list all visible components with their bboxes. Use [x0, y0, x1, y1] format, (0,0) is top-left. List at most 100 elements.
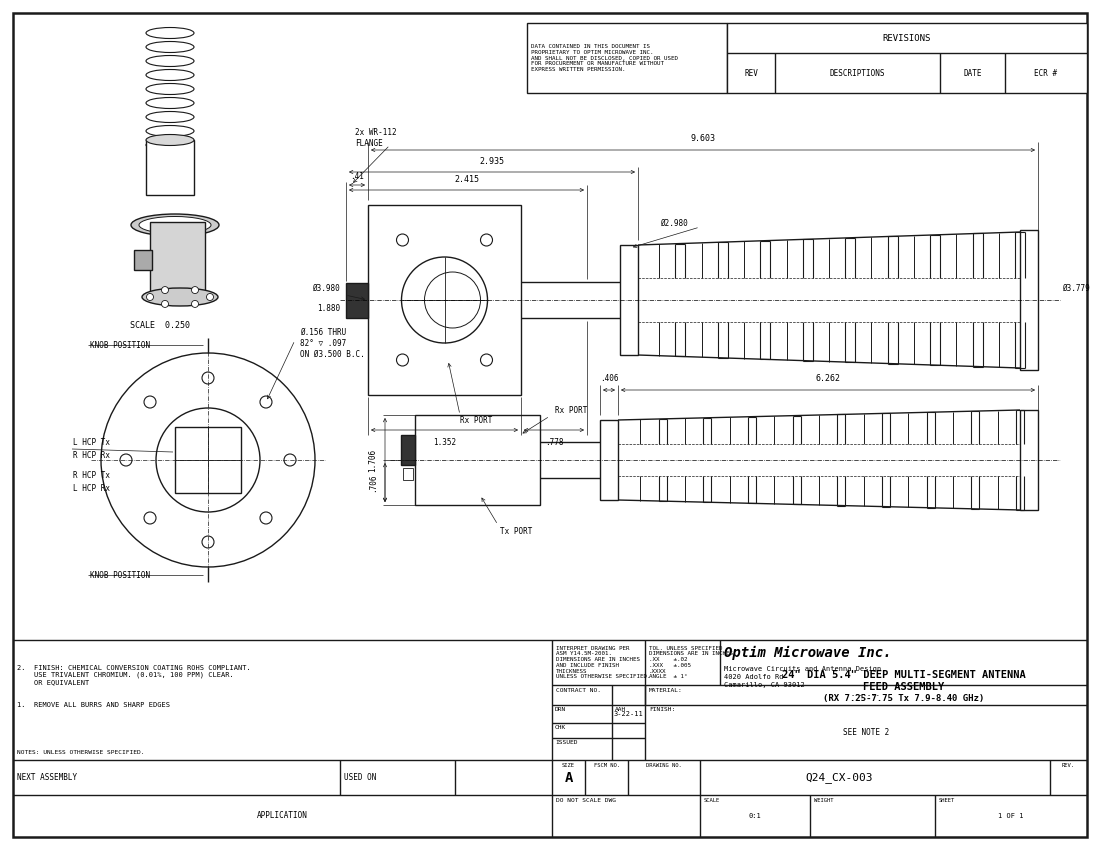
Circle shape [202, 536, 215, 548]
Text: Camarillo, CA 93012: Camarillo, CA 93012 [724, 682, 805, 688]
Ellipse shape [146, 111, 194, 122]
Text: 82° ▽ .097: 82° ▽ .097 [300, 338, 346, 348]
Circle shape [146, 293, 154, 301]
Bar [620, 245, 638, 355]
Circle shape [396, 234, 408, 246]
Text: Ø3.980: Ø3.980 [312, 284, 340, 292]
Text: SCALE: SCALE [704, 798, 720, 803]
Circle shape [156, 408, 260, 512]
Text: 2x WR-112: 2x WR-112 [355, 128, 397, 137]
Ellipse shape [146, 27, 194, 38]
Ellipse shape [146, 134, 194, 145]
Text: ON Ø3.500 B.C.: ON Ø3.500 B.C. [300, 349, 365, 359]
Text: KNOB POSITION: KNOB POSITION [90, 570, 150, 580]
Text: KNOB POSITION: KNOB POSITION [90, 341, 150, 349]
Text: 2.935: 2.935 [480, 156, 505, 166]
Text: DESCRIPTIONS: DESCRIPTIONS [829, 69, 886, 77]
Text: 1.352: 1.352 [433, 438, 456, 446]
Text: -------: ------- [851, 692, 881, 698]
Ellipse shape [146, 55, 194, 66]
Text: APPLICATION: APPLICATION [257, 812, 308, 820]
Circle shape [162, 300, 168, 308]
Text: INTERPRET DRAWING PER
ASM Y14.5M-2001.
DIMENSIONS ARE IN INCHES
AND INCLUDE FINI: INTERPRET DRAWING PER ASM Y14.5M-2001. D… [556, 645, 650, 679]
Text: Ø.156 THRU: Ø.156 THRU [300, 327, 346, 337]
Circle shape [402, 257, 487, 343]
Text: DATA CONTAINED IN THIS DOCUMENT IS
PROPRIETARY TO OPTIM MICROWAVE INC.
AND SHALL: DATA CONTAINED IN THIS DOCUMENT IS PROPR… [531, 44, 678, 72]
Bar [727, 23, 1087, 93]
Bar [146, 140, 194, 195]
Text: CONTRACT NO.: CONTRACT NO. [556, 688, 601, 693]
Ellipse shape [146, 126, 194, 137]
Text: Rx PORT: Rx PORT [460, 416, 493, 424]
Circle shape [144, 396, 156, 408]
Ellipse shape [146, 42, 194, 53]
Ellipse shape [146, 70, 194, 81]
Circle shape [191, 300, 198, 308]
Bar [150, 222, 205, 292]
Text: 4020 Adolfo Rd: 4020 Adolfo Rd [724, 674, 783, 680]
Text: SHEET: SHEET [939, 798, 955, 803]
Text: 0:1: 0:1 [749, 813, 761, 819]
Circle shape [260, 512, 272, 524]
Text: 1 OF 1: 1 OF 1 [999, 813, 1024, 819]
Bar [346, 282, 368, 318]
Text: USED ON: USED ON [344, 774, 376, 783]
Text: Tx PORT: Tx PORT [500, 528, 532, 536]
Circle shape [260, 396, 272, 408]
Text: REV.: REV. [1062, 763, 1075, 768]
Text: DATE: DATE [964, 69, 981, 77]
Text: Ø2.980: Ø2.980 [660, 218, 688, 228]
Text: FEED ASSEMBLY: FEED ASSEMBLY [862, 682, 944, 692]
Text: TOL. UNLESS SPECIFIED
DIMENSIONS ARE IN INCHES.
.XX    ±.02
.XXX   ±.005
.XXXX
A: TOL. UNLESS SPECIFIED DIMENSIONS ARE IN … [649, 645, 737, 679]
Ellipse shape [131, 214, 219, 236]
Text: FLANGE: FLANGE [355, 139, 383, 148]
Ellipse shape [146, 83, 194, 94]
Bar [527, 23, 727, 93]
Text: CHK: CHK [556, 725, 566, 730]
Text: WEIGHT: WEIGHT [814, 798, 834, 803]
Text: DRAWING NO.: DRAWING NO. [646, 763, 682, 768]
Text: .41: .41 [350, 172, 364, 180]
Text: DO NOT SCALE DWG: DO NOT SCALE DWG [556, 798, 616, 803]
Text: SEE NOTE 2: SEE NOTE 2 [843, 728, 889, 737]
Text: 1.706: 1.706 [368, 449, 377, 472]
Text: DRN: DRN [556, 707, 566, 712]
Circle shape [207, 293, 213, 301]
Text: 2.  FINISH: CHEMICAL CONVERSION COATING ROHS COMPLIANT.
    USE TRIVALENT CHROMI: 2. FINISH: CHEMICAL CONVERSION COATING R… [16, 665, 251, 685]
Ellipse shape [146, 98, 194, 109]
Text: REV: REV [744, 69, 758, 77]
Text: SCALE  0.250: SCALE 0.250 [130, 320, 190, 330]
Bar [175, 427, 241, 493]
Text: 1.  REMOVE ALL BURRS AND SHARP EDGES: 1. REMOVE ALL BURRS AND SHARP EDGES [16, 702, 171, 708]
Text: NEXT ASSEMBLY: NEXT ASSEMBLY [16, 774, 77, 783]
Bar [368, 205, 521, 395]
Circle shape [284, 454, 296, 466]
Circle shape [101, 353, 315, 567]
Circle shape [481, 354, 493, 366]
Text: Microwave Circuits and Antenna Design: Microwave Circuits and Antenna Design [724, 666, 881, 672]
Text: (RX 7.25-7.75 Tx 7.9-8.40 GHz): (RX 7.25-7.75 Tx 7.9-8.40 GHz) [823, 694, 984, 702]
Text: MATERIAL:: MATERIAL: [649, 688, 683, 693]
Bar [1020, 230, 1038, 370]
Circle shape [120, 454, 132, 466]
Text: Q24_CX-003: Q24_CX-003 [805, 772, 872, 783]
Circle shape [162, 286, 168, 293]
Circle shape [202, 372, 215, 384]
Text: 6.262: 6.262 [815, 373, 840, 382]
Text: .706: .706 [368, 473, 377, 492]
Bar [600, 420, 618, 500]
Text: A: A [564, 770, 573, 785]
Text: 9.603: 9.603 [691, 133, 715, 143]
Bar [415, 415, 540, 505]
Text: SIZE: SIZE [562, 763, 575, 768]
Bar [402, 435, 415, 465]
Text: REVISIONS: REVISIONS [883, 33, 932, 42]
Circle shape [481, 234, 493, 246]
Text: R HCP Rx: R HCP Rx [73, 450, 110, 460]
Ellipse shape [146, 139, 194, 150]
Bar [134, 250, 152, 270]
Text: R HCP Tx: R HCP Tx [73, 471, 110, 479]
Text: .406: .406 [600, 373, 618, 382]
Text: FSCM NO.: FSCM NO. [594, 763, 619, 768]
Ellipse shape [142, 288, 218, 306]
